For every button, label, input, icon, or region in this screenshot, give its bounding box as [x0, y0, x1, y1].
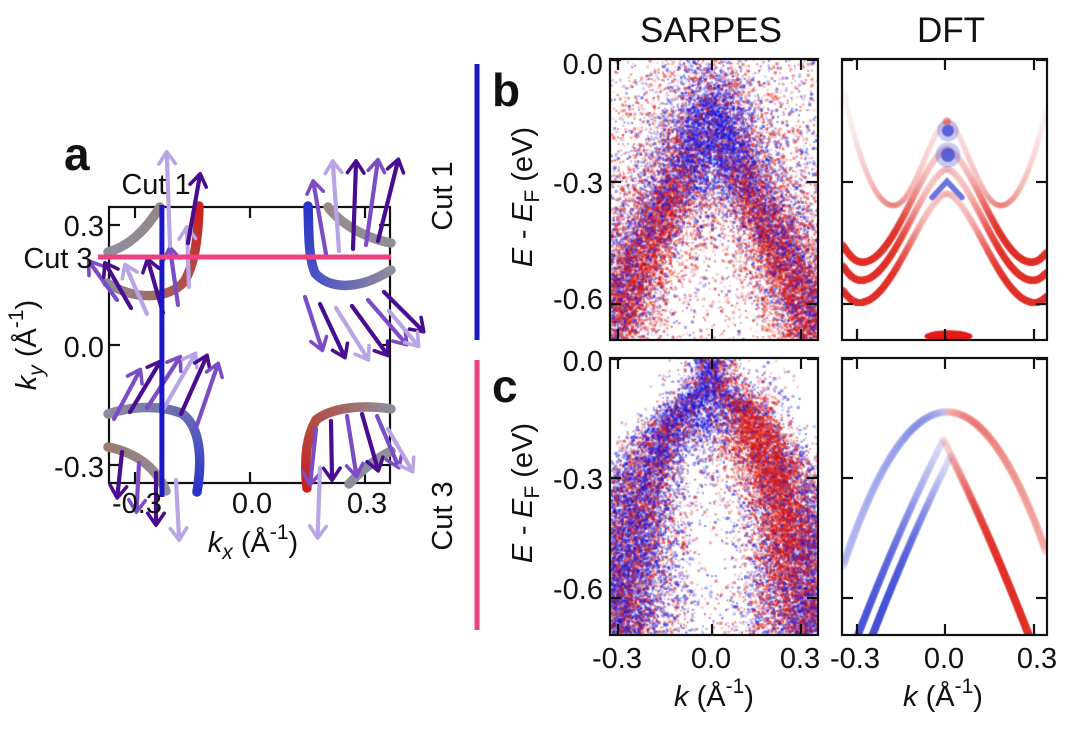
- pocket-contour-tl-inner: [103, 202, 165, 257]
- dft-klabel: k (Å-1): [903, 675, 983, 713]
- b-etick-1: -0.3: [553, 168, 603, 200]
- spin-arrow: [120, 262, 150, 317]
- cut1-row-bar: [474, 64, 480, 340]
- pocket-contour-bl-upper-blue: [176, 408, 205, 497]
- a-ylabel: ky (Å-1): [5, 300, 48, 390]
- spin-arrow: [385, 426, 416, 474]
- sarpes-ktick-2: 0.3: [780, 643, 820, 675]
- frame-c_sarpes: [608, 356, 820, 637]
- spin-arrow: [86, 259, 120, 303]
- spin-arrow: [344, 413, 365, 479]
- pocket-contour-br-upper-gray: [311, 402, 396, 425]
- a-xlabel: kx (Å-1): [208, 521, 298, 564]
- dft-cut3-bands: [843, 359, 1046, 634]
- spin-arrow: [301, 426, 322, 487]
- spin-arrow: [302, 294, 329, 353]
- pocket-contour-tr-inner-gray: [310, 265, 396, 291]
- b-etick-0: 0.0: [563, 49, 603, 81]
- spin-arrow: [345, 159, 366, 252]
- frame-b_sarpes: [608, 57, 820, 342]
- generated-graphics: [86, 57, 1049, 637]
- a-xtick-2: 0.3: [347, 488, 387, 520]
- a-ytick-1: 0.0: [64, 332, 104, 364]
- a-ytick-2: -0.3: [54, 452, 104, 484]
- cut3-label-panel-a: Cut 3: [23, 243, 92, 275]
- panel-b-letter: b: [492, 64, 520, 116]
- sarpes-ktick-1: 0.0: [691, 643, 731, 675]
- frame-c_dft: [840, 356, 1049, 637]
- cut3-row-bar: [474, 360, 480, 630]
- frame-a: [107, 205, 392, 485]
- c-etick-0: 0.0: [563, 346, 603, 378]
- spin-arrow: [359, 411, 385, 473]
- fermi-pocket-contours: [102, 201, 396, 497]
- spin-arrow: [178, 353, 212, 417]
- cut3-row-label: Cut 3: [427, 481, 459, 550]
- pocket-contour-tr-inner-blue: [303, 201, 320, 278]
- pocket-contour-tl-outer-brown: [102, 277, 189, 301]
- b-energy-label: E - EF (eV): [507, 127, 544, 267]
- spin-arrow: [386, 308, 421, 349]
- spin-arrow: [321, 418, 342, 483]
- c-etick-2: -0.6: [553, 574, 603, 606]
- a-xtick-1: 0.0: [232, 488, 272, 520]
- column-title-sarpes: SARPES: [640, 11, 782, 50]
- spin-arrow: [161, 351, 199, 411]
- spin-arrows: [86, 150, 426, 542]
- frame-b_dft: [840, 57, 1049, 342]
- spin-arrow: [108, 449, 129, 500]
- panel-c-letter: c: [492, 360, 518, 412]
- spin-arrow: [305, 179, 329, 257]
- panel-a-letter: a: [64, 128, 90, 180]
- dft-cut1-bands: [843, 60, 1046, 339]
- dft-ktick-2: 0.3: [1017, 643, 1057, 675]
- spin-arrow: [349, 303, 390, 358]
- spin-arrow: [127, 460, 148, 514]
- spin-arrow: [365, 297, 409, 347]
- sarpes-klabel: k (Å-1): [674, 675, 754, 713]
- spin-arrow: [363, 157, 387, 248]
- spin-arrow: [194, 361, 224, 428]
- spin-arrow: [374, 413, 404, 470]
- sarpes-ktick-0: -0.3: [592, 643, 642, 675]
- spin-arrow: [381, 289, 426, 334]
- cut1-row-label: Cut 1: [427, 161, 459, 230]
- spin-arrow: [127, 359, 164, 415]
- cut-lines: [98, 64, 480, 630]
- spin-arrow: [157, 150, 178, 249]
- b-etick-2: -0.6: [553, 284, 603, 316]
- c-etick-1: -0.3: [553, 464, 603, 496]
- a-xtick-0: -0.3: [112, 488, 162, 520]
- spin-arrow: [307, 465, 329, 541]
- spin-arrow: [111, 367, 144, 422]
- column-title-dft: DFT: [917, 11, 985, 50]
- a-ytick-0: 0.3: [64, 211, 104, 243]
- sarpes-cut1-heatmap: [611, 60, 817, 339]
- spin-arrow: [333, 305, 371, 362]
- dft-ktick-1: 0.0: [924, 643, 964, 675]
- spin-arrow: [101, 260, 134, 311]
- sarpes-cut3-heatmap: [611, 359, 817, 634]
- spin-arrow: [185, 172, 209, 246]
- c-energy-label: E - EF (eV): [507, 423, 544, 563]
- spin-arrow: [375, 157, 406, 244]
- spin-arrow: [317, 301, 350, 360]
- cut1-label-panel-a: Cut 1: [121, 169, 190, 201]
- dft-ktick-0: -0.3: [830, 643, 880, 675]
- spin-arrow: [323, 159, 344, 254]
- spin-arrow: [168, 477, 189, 542]
